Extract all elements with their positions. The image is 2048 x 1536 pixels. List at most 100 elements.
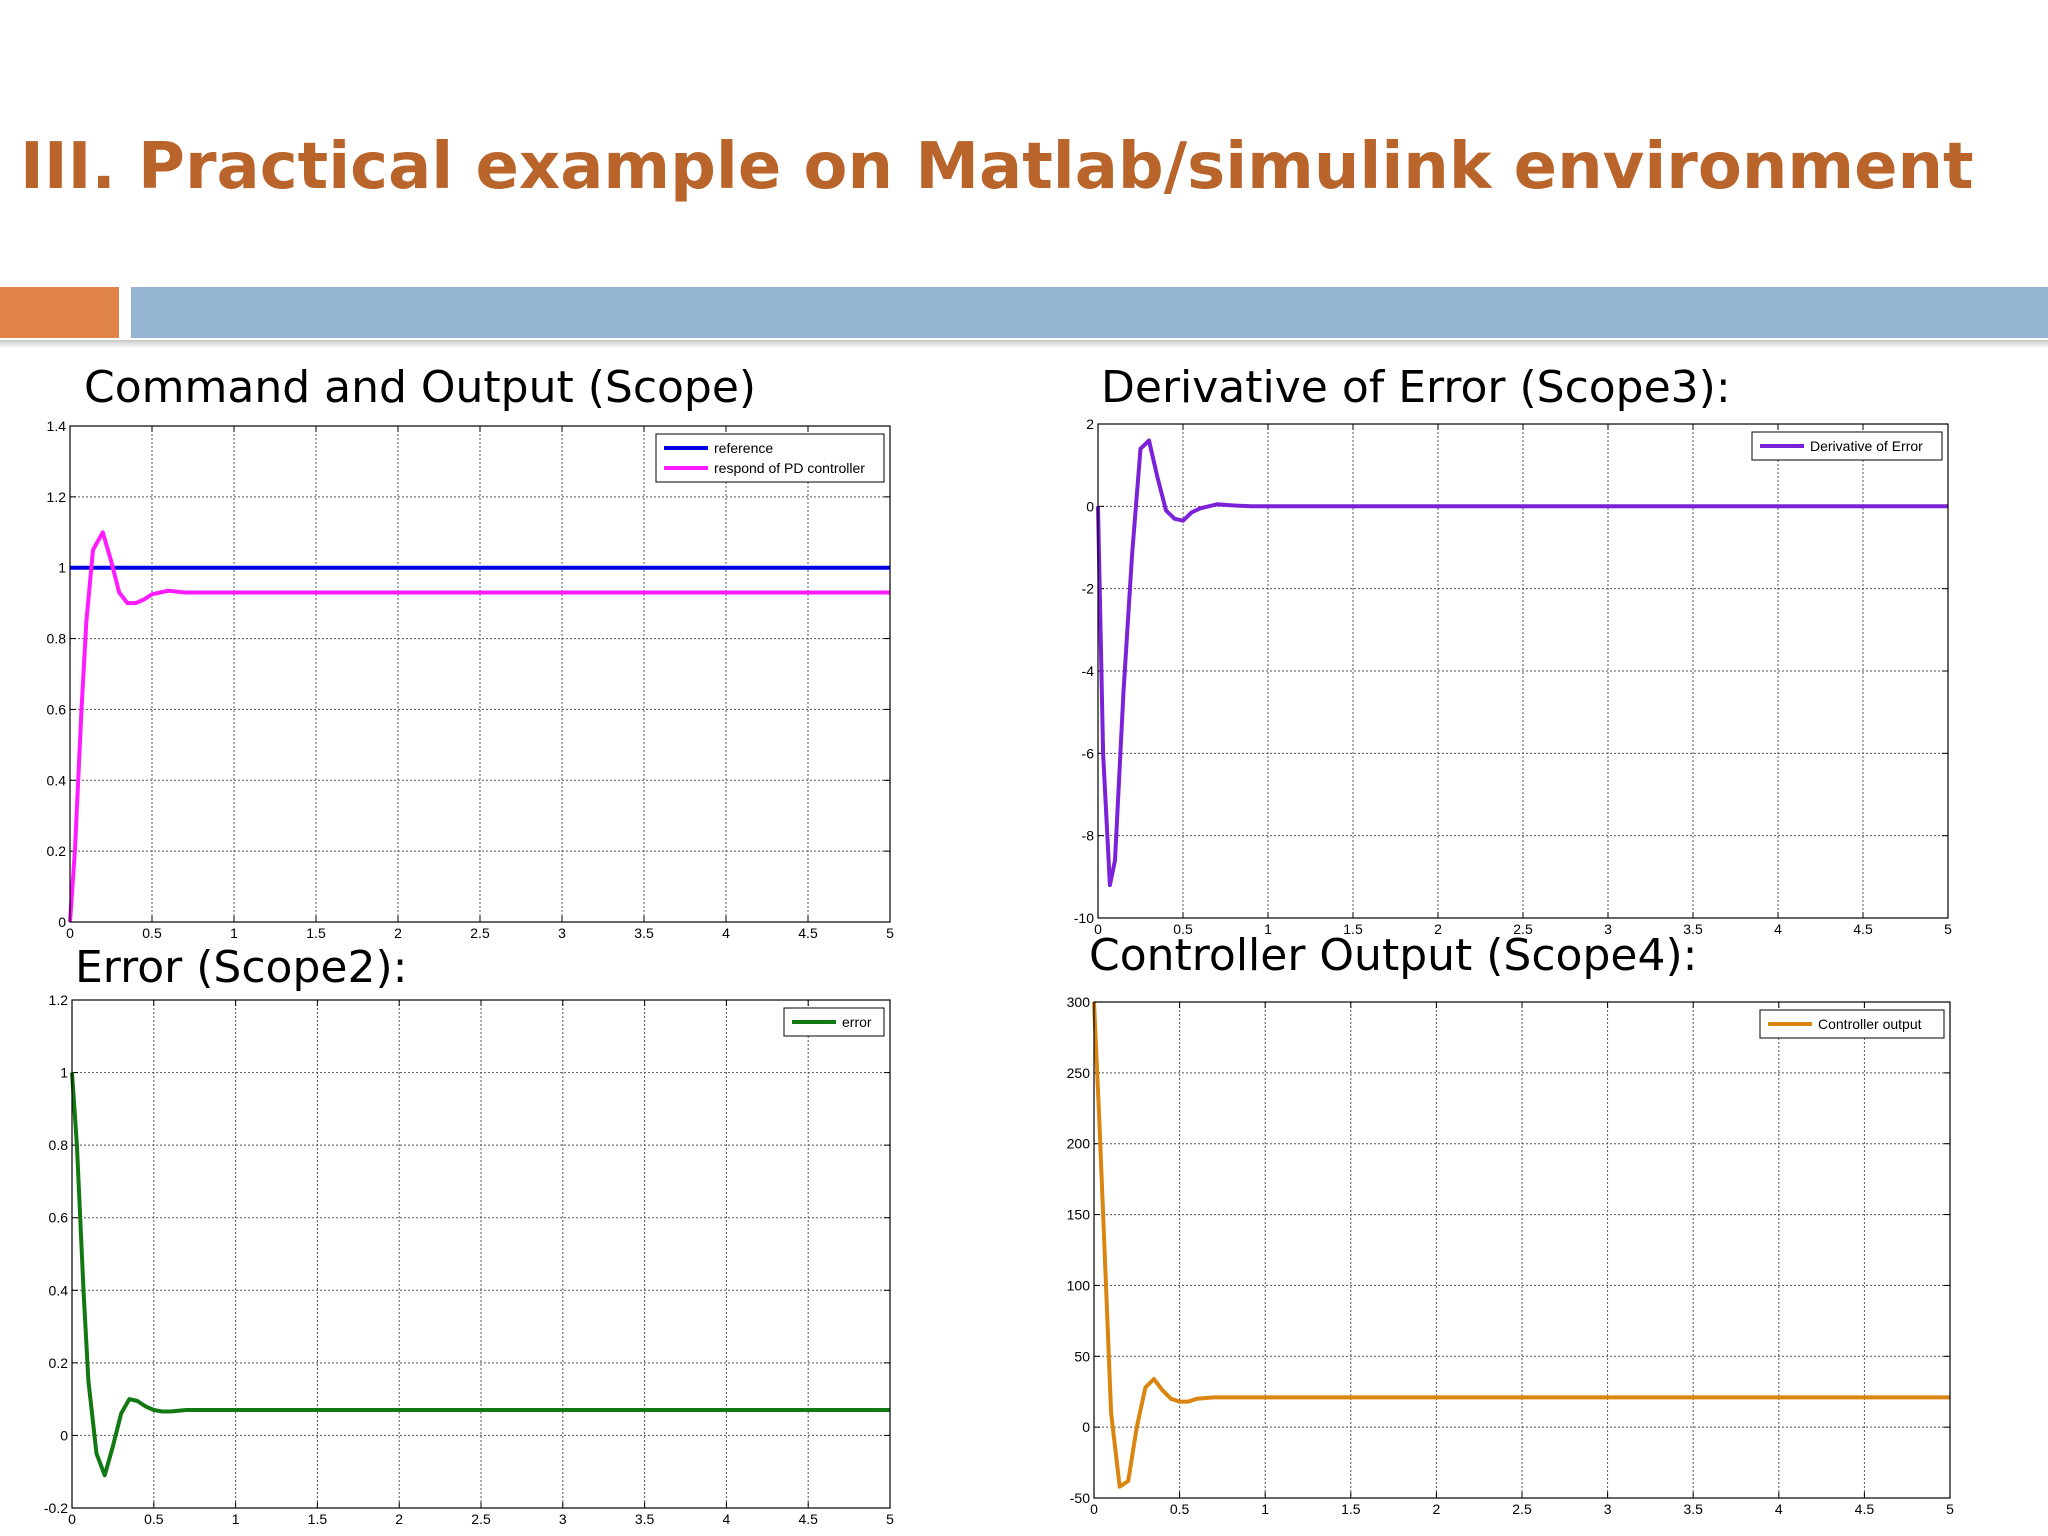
x-tick-label: 2 <box>1434 921 1442 937</box>
accent-bar-shadow <box>0 340 2048 348</box>
scope2-chart: 0 0.5 1 1.5 2 2.5 3 3.5 4 4.5 5-0.200.20.40.60.811… <box>44 992 894 1527</box>
legend-label: Derivative of Error <box>1810 438 1923 454</box>
legend-label: error <box>842 1014 872 1030</box>
axes-frame <box>1093 1001 1951 1499</box>
y-tick-label: 0.8 <box>47 631 67 647</box>
scope3-chart: 0 0.5 1 1.5 2 2.5 3 3.5 4 4.5 5 -10 -8 -6 -4 -2 0 2 Deriva… <box>1074 416 1952 937</box>
scope4-chart-title: Controller Output (Scope4): <box>1089 930 1698 981</box>
y-tick-label: 0.6 <box>49 1210 69 1226</box>
x-tick-label: 3 <box>1604 1501 1612 1517</box>
y-tick-label: -10 <box>1074 910 1094 926</box>
y-tick-label: -2 <box>1082 581 1095 597</box>
x-tick-label: 3.5 <box>1683 921 1703 937</box>
scope-chart: 0 0.5 1 1.5 2 2.5 3 3.5 4 4.5 5 0 0.2 0.4 0.6 0.8 1 1.2 1.… <box>47 418 895 941</box>
scope3-chart-title: Derivative of Error (Scope3): <box>1101 362 1731 413</box>
y-tick-label: -50 <box>1070 1490 1090 1506</box>
y-tick-label: 50 <box>1074 1348 1090 1364</box>
x-tick-label: 0.5 <box>1173 921 1193 937</box>
x-tick-label: 3 <box>558 925 566 941</box>
x-tick-label: 0 <box>68 1511 76 1527</box>
x-tick-label: 4.5 <box>798 1511 818 1527</box>
x-tick-label: 1.5 <box>1341 1501 1361 1517</box>
x-tick-label: 4 <box>722 925 730 941</box>
x-tick-label: 1.5 <box>306 925 326 941</box>
x-tick-label: 5 <box>886 925 894 941</box>
y-tick-label: 250 <box>1067 1065 1091 1081</box>
x-tick-label: 1 <box>232 1511 240 1527</box>
series-line-controller-output <box>1092 1001 1950 1489</box>
y-tick-label: 100 <box>1067 1277 1091 1293</box>
x-tick-label: 2.5 <box>470 925 490 941</box>
x-tick-label: 5 <box>886 1511 894 1527</box>
x-tick-label: 0.5 <box>142 925 162 941</box>
scope4-chart: 0 0.5 1 1.5 2 2.5 3 3.5 4 4.5 5-500501001502002503… <box>1067 994 1954 1517</box>
y-tick-label: 200 <box>1067 1136 1091 1152</box>
series-line-respond-of-pd-controller <box>68 530 890 923</box>
accent-bar-blue <box>131 287 2048 338</box>
x-tick-label: 0 <box>66 925 74 941</box>
x-tick-label: 1 <box>1261 1501 1269 1517</box>
legend-label: Controller output <box>1818 1016 1922 1032</box>
axes-frame <box>71 999 891 1509</box>
legend-label: respond of PD controller <box>714 460 865 476</box>
x-tick-label: 4.5 <box>1855 1501 1875 1517</box>
x-tick-label: 3.5 <box>634 925 654 941</box>
x-tick-label: 4 <box>723 1511 731 1527</box>
y-tick-label: 1.2 <box>49 992 69 1008</box>
y-tick-label: 0.2 <box>49 1355 69 1371</box>
legend-label: reference <box>714 440 773 456</box>
y-tick-label: 0 <box>1086 498 1094 514</box>
x-tick-label: 2.5 <box>1513 921 1533 937</box>
accent-bar-orange <box>0 287 119 338</box>
x-tick-label: 4.5 <box>1853 921 1873 937</box>
x-tick-label: 5 <box>1946 1501 1954 1517</box>
y-tick-label: -8 <box>1082 828 1095 844</box>
axes-frame <box>69 425 891 923</box>
y-tick-label: 1 <box>58 560 66 576</box>
y-tick-label: 0.8 <box>49 1137 69 1153</box>
x-tick-label: 1.5 <box>1343 921 1363 937</box>
legend-box <box>655 433 885 483</box>
y-tick-label: -6 <box>1082 745 1095 761</box>
y-tick-label: 1.4 <box>47 418 67 434</box>
x-tick-label: 2 <box>394 925 402 941</box>
slide-title: III. Practical example on Matlab/simulin… <box>20 130 1974 204</box>
x-tick-label: 1 <box>230 925 238 941</box>
x-tick-label: 2 <box>395 1511 403 1527</box>
x-tick-label: 3.5 <box>635 1511 655 1527</box>
x-tick-label: 4 <box>1775 1501 1783 1517</box>
y-tick-label: 1.2 <box>47 489 67 505</box>
y-tick-label: -0.2 <box>44 1500 68 1516</box>
x-tick-label: 2.5 <box>1512 1501 1532 1517</box>
y-tick-label: 0 <box>58 914 66 930</box>
x-tick-label: 0 <box>1094 921 1102 937</box>
series-line-derivative-of-error <box>1096 438 1948 888</box>
scope-chart-title: Command and Output (Scope) <box>84 362 757 413</box>
axes-frame <box>1097 423 1949 919</box>
y-tick-label: 2 <box>1086 416 1094 432</box>
y-tick-label: 0.4 <box>47 772 67 788</box>
x-tick-label: 3.5 <box>1683 1501 1703 1517</box>
x-tick-label: 2.5 <box>471 1511 491 1527</box>
scope2-chart-title: Error (Scope2): <box>75 942 408 993</box>
x-tick-label: 3 <box>1604 921 1612 937</box>
y-tick-label: 300 <box>1067 994 1091 1010</box>
x-tick-label: 5 <box>1944 921 1952 937</box>
y-tick-label: 150 <box>1067 1207 1091 1223</box>
y-tick-label: 1 <box>60 1065 68 1081</box>
x-tick-label: 4.5 <box>798 925 818 941</box>
x-tick-label: 3 <box>559 1511 567 1527</box>
x-tick-label: 4 <box>1774 921 1782 937</box>
x-tick-label: 0.5 <box>144 1511 164 1527</box>
y-tick-label: 0.4 <box>49 1282 69 1298</box>
series-line-error <box>70 1072 890 1478</box>
y-tick-label: 0 <box>60 1427 68 1443</box>
y-tick-label: -4 <box>1082 663 1095 679</box>
y-tick-label: 0 <box>1082 1419 1090 1435</box>
y-tick-label: 0.2 <box>47 843 67 859</box>
y-tick-label: 0.6 <box>47 701 67 717</box>
x-tick-label: 1.5 <box>308 1511 328 1527</box>
x-tick-label: 0 <box>1090 1501 1098 1517</box>
x-tick-label: 0.5 <box>1170 1501 1190 1517</box>
x-tick-label: 2 <box>1433 1501 1441 1517</box>
